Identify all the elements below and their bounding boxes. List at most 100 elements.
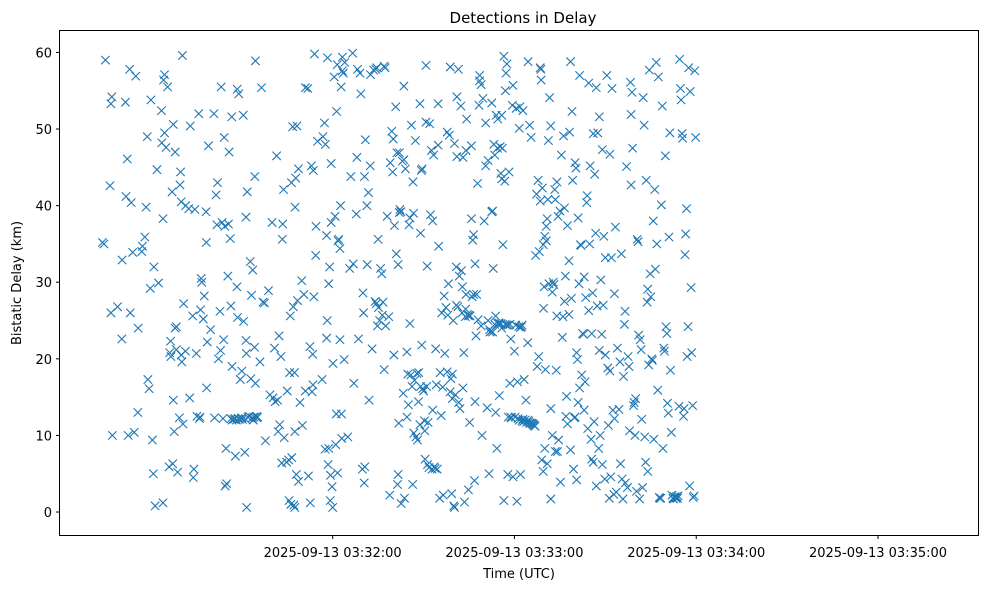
data-point [481, 118, 491, 128]
data-point [324, 279, 334, 289]
data-point [352, 152, 362, 162]
data-point [476, 321, 486, 331]
data-point [276, 351, 286, 362]
data-point [448, 315, 458, 326]
data-point [449, 501, 459, 511]
data-point [203, 141, 214, 151]
data-point [681, 204, 692, 214]
data-point [564, 309, 574, 319]
data-point [168, 395, 178, 405]
data-point [99, 239, 109, 249]
data-point [542, 214, 552, 224]
data-point [417, 340, 427, 350]
data-point [469, 476, 480, 486]
data-point [643, 466, 653, 477]
data-point [676, 95, 686, 105]
data-point [430, 463, 440, 473]
data-point [377, 269, 387, 279]
data-point [488, 206, 498, 216]
data-point [591, 83, 601, 93]
data-point [625, 77, 636, 87]
data-point [150, 501, 160, 511]
data-point [129, 427, 139, 437]
data-point [572, 355, 583, 365]
data-point [209, 109, 219, 119]
data-point [658, 443, 668, 454]
data-point [330, 211, 340, 221]
data-point [201, 237, 211, 247]
data-point [597, 459, 607, 470]
data-point [332, 106, 342, 117]
data-point [612, 343, 623, 353]
data-point [385, 158, 395, 168]
x-tick-label: 2025-09-13 03:33:00 [445, 546, 583, 561]
data-point [543, 194, 553, 205]
data-point [426, 145, 437, 156]
data-point [662, 328, 672, 339]
data-point [417, 164, 427, 174]
data-point [241, 335, 251, 346]
data-point [444, 130, 454, 140]
data-point [594, 345, 604, 355]
data-point [365, 161, 375, 171]
data-point [467, 292, 477, 302]
data-point [305, 341, 315, 352]
data-point [326, 217, 336, 228]
data-point [396, 207, 406, 217]
data-point [490, 150, 500, 160]
data-point [555, 206, 565, 216]
data-point [248, 265, 258, 275]
data-point [534, 247, 544, 257]
data-point [549, 279, 559, 290]
data-point [501, 320, 512, 330]
data-point [442, 367, 452, 377]
data-point [191, 348, 201, 359]
data-point [389, 220, 400, 231]
data-point [691, 132, 701, 143]
data-point [319, 118, 330, 128]
data-point [683, 322, 693, 332]
data-point [626, 180, 636, 190]
data-point [602, 70, 612, 81]
data-point [285, 311, 295, 321]
data-point [588, 288, 598, 298]
data-point [568, 175, 578, 185]
data-point [454, 271, 464, 281]
x-axis-label: Time (UTC) [482, 567, 555, 582]
data-point [325, 262, 335, 272]
data-point [216, 82, 226, 92]
data-point [195, 305, 206, 315]
data-point [586, 434, 596, 444]
data-point [420, 454, 430, 464]
data-point [144, 384, 154, 394]
data-point [646, 292, 656, 302]
data-point [290, 427, 300, 437]
data-point [422, 381, 432, 391]
data-point [297, 420, 307, 431]
data-point [322, 230, 332, 241]
data-point [223, 219, 234, 229]
data-point [512, 377, 523, 387]
data-point [628, 400, 639, 411]
data-point [630, 430, 640, 441]
data-point [468, 230, 479, 240]
data-point [598, 300, 608, 310]
data-point [335, 201, 346, 211]
data-point [358, 308, 369, 318]
data-point [653, 385, 663, 395]
data-point [373, 302, 384, 313]
data-point [561, 391, 572, 401]
data-point [631, 394, 641, 404]
data-point [121, 191, 131, 202]
x-tick-label: 2025-09-13 03:34:00 [627, 546, 765, 561]
data-point [414, 368, 424, 378]
data-point [540, 443, 550, 454]
data-point [117, 334, 127, 344]
data-point [580, 377, 590, 387]
data-point [286, 499, 296, 509]
data-point [650, 264, 660, 274]
data-point [394, 418, 404, 428]
data-point [562, 419, 573, 429]
data-point [412, 435, 423, 445]
data-point [633, 237, 643, 247]
